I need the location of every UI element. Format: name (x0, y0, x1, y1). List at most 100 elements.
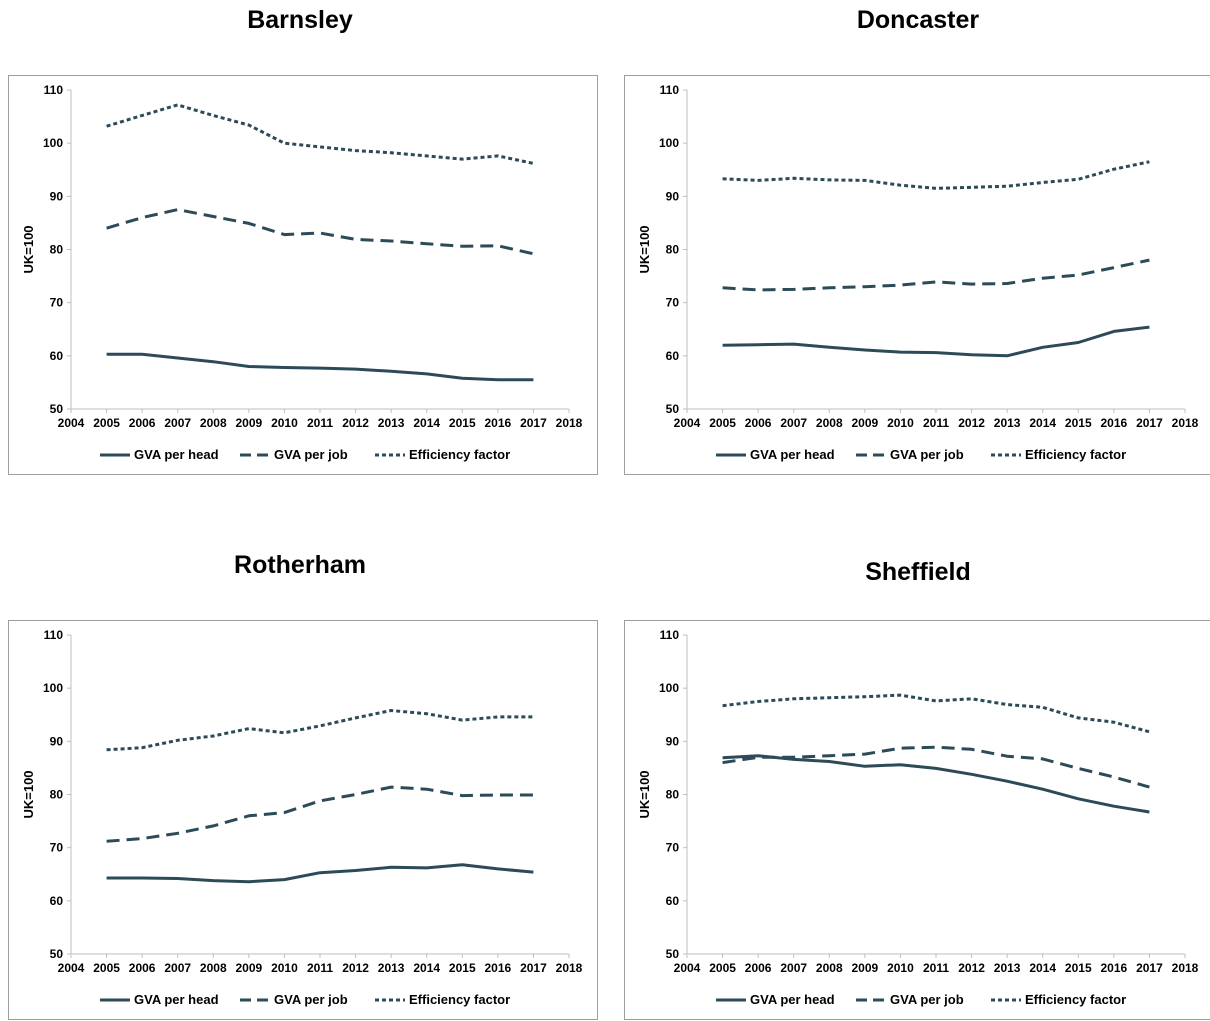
x-tick-label: 2009 (852, 961, 879, 975)
x-tick-label: 2005 (709, 961, 736, 975)
y-tick-label: 70 (50, 296, 64, 310)
x-tick-label: 2014 (1029, 961, 1056, 975)
x-tick-label: 2007 (164, 961, 191, 975)
y-tick-label: 100 (43, 681, 63, 695)
series-line-efficiency-factor (722, 160, 1150, 190)
x-tick-label: 2017 (520, 416, 547, 430)
chart-frame (8, 75, 598, 475)
y-tick-label: 80 (666, 243, 680, 257)
series-line-gva-per-job (722, 745, 1150, 789)
x-tick-label: 2016 (485, 961, 512, 975)
line-chart-barnsley: 50 60 70 80 90 100 110 2004 2005 2006 2007 2008 2009… (8, 75, 598, 475)
x-tick-label: 2014 (413, 416, 440, 430)
x-tick-label: 2013 (378, 416, 405, 430)
legend-label: GVA per job (274, 992, 348, 1007)
legend-label: GVA per job (274, 447, 348, 462)
series-line-gva-per-head (722, 754, 1150, 814)
y-tick-label: 70 (666, 841, 680, 855)
y-tick-label: 70 (666, 296, 680, 310)
x-tick-label: 2006 (129, 416, 156, 430)
x-tick-label: 2015 (1065, 961, 1092, 975)
x-tick-label: 2015 (449, 416, 476, 430)
y-tick-label: 60 (50, 349, 64, 363)
x-tick-label: 2017 (1136, 961, 1163, 975)
y-axis-label: UK=100 (637, 770, 652, 818)
x-tick-label: 2011 (307, 416, 333, 430)
y-axis-label: UK=100 (21, 770, 36, 818)
x-tick-label: 2015 (449, 961, 476, 975)
x-tick-label: 2007 (780, 961, 807, 975)
x-tick-label: 2014 (413, 961, 440, 975)
y-tick-label: 90 (50, 734, 64, 748)
y-tick-label: 80 (666, 788, 680, 802)
x-tick-label: 2018 (556, 416, 583, 430)
x-tick-label: 2008 (200, 416, 227, 430)
legend-label: Efficiency factor (409, 447, 510, 462)
x-tick-label: 2016 (1101, 961, 1128, 975)
y-tick-label: 100 (659, 136, 679, 150)
x-tick-label: 2004 (58, 416, 85, 430)
series-line-gva-per-head (106, 863, 534, 884)
x-tick-label: 2004 (58, 961, 85, 975)
x-tick-label: 2005 (93, 416, 120, 430)
y-tick-label: 90 (666, 734, 680, 748)
x-tick-label: 2004 (674, 416, 701, 430)
line-chart-rotherham: 50 60 70 80 90 100 110 2004 2005 2006 2007 2008 2009… (8, 620, 598, 1020)
x-tick-label: 2010 (887, 961, 914, 975)
y-tick-label: 80 (50, 788, 64, 802)
x-tick-label: 2007 (164, 416, 191, 430)
x-tick-label: 2010 (271, 416, 298, 430)
series-line-efficiency-factor (106, 709, 534, 752)
y-axis-label: UK=100 (21, 225, 36, 273)
y-tick-label: 50 (50, 402, 64, 416)
y-tick-label: 90 (50, 189, 64, 203)
x-tick-label: 2005 (93, 961, 120, 975)
chart-title-doncaster: Doncaster (856, 6, 980, 34)
x-tick-label: 2007 (780, 416, 807, 430)
y-tick-label: 50 (666, 947, 680, 961)
y-tick-label: 50 (666, 402, 680, 416)
legend-label: GVA per head (750, 447, 835, 462)
x-tick-label: 2006 (129, 961, 156, 975)
y-tick-label: 110 (660, 83, 680, 97)
y-tick-label: 60 (50, 894, 64, 908)
line-chart-doncaster: 50 60 70 80 90 100 110 2004 2005 2006 2007 2008 2009… (624, 75, 1210, 475)
x-tick-label: 2008 (200, 961, 227, 975)
y-axis-label: UK=100 (637, 225, 652, 273)
x-tick-label: 2006 (745, 416, 772, 430)
legend-label: GVA per job (890, 992, 964, 1007)
x-tick-label: 2004 (674, 961, 701, 975)
x-tick-label: 2006 (745, 961, 772, 975)
x-tick-label: 2017 (1136, 416, 1163, 430)
x-tick-label: 2016 (485, 416, 512, 430)
x-tick-label: 2018 (1172, 416, 1199, 430)
x-tick-label: 2012 (958, 961, 985, 975)
legend-label: GVA per job (890, 447, 964, 462)
series-line-gva-per-head (722, 325, 1150, 358)
x-tick-label: 2013 (378, 961, 405, 975)
x-tick-label: 2008 (816, 961, 843, 975)
y-tick-label: 70 (50, 841, 64, 855)
legend-label: Efficiency factor (1025, 992, 1126, 1007)
series-line-gva-per-job (106, 785, 534, 843)
chart-title-barnsley: Barnsley (247, 6, 353, 34)
chart-frame (8, 620, 598, 1020)
legend-label: GVA per head (134, 447, 219, 462)
x-tick-label: 2012 (958, 416, 985, 430)
x-tick-label: 2010 (887, 416, 914, 430)
x-tick-label: 2005 (709, 416, 736, 430)
x-tick-label: 2018 (1172, 961, 1199, 975)
y-tick-label: 50 (50, 947, 64, 961)
y-tick-label: 80 (50, 243, 64, 257)
y-tick-label: 110 (44, 628, 64, 642)
series-line-gva-per-job (722, 258, 1150, 292)
x-tick-label: 2013 (994, 961, 1021, 975)
y-tick-label: 100 (43, 136, 63, 150)
y-tick-label: 60 (666, 349, 680, 363)
x-tick-label: 2015 (1065, 416, 1092, 430)
legend-label: GVA per head (134, 992, 219, 1007)
series-line-gva-per-job (106, 208, 534, 256)
x-tick-label: 2012 (342, 961, 369, 975)
y-tick-label: 60 (666, 894, 680, 908)
x-tick-label: 2009 (236, 416, 263, 430)
